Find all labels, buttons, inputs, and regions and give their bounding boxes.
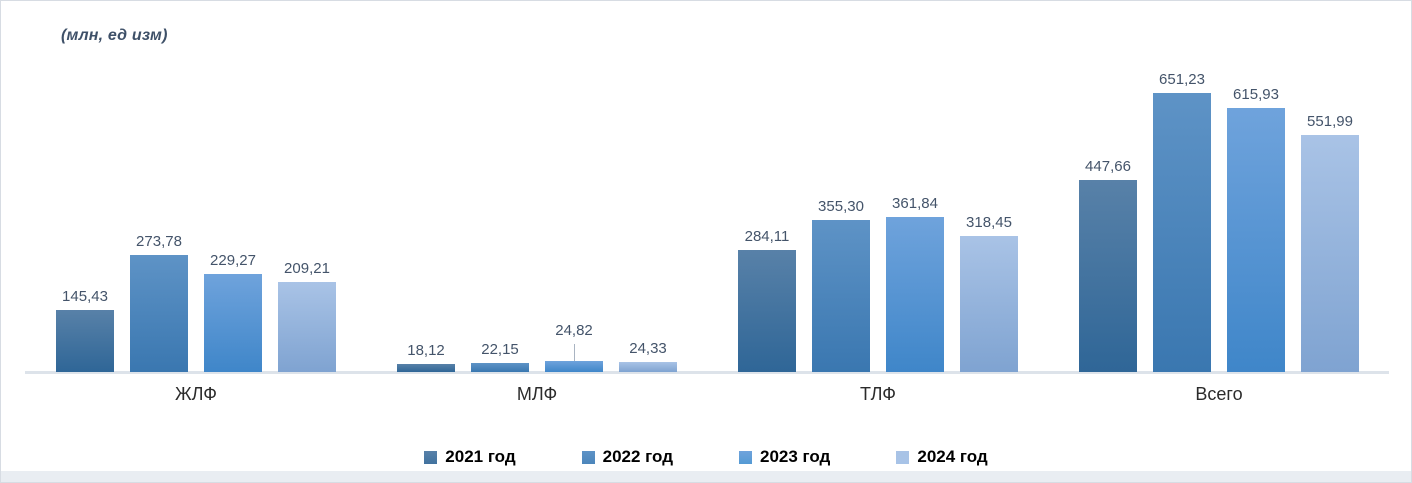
legend: 2021 год 2022 год 2023 год 2024 год	[1, 447, 1411, 467]
bar-Всего-2023: 615,93	[1227, 86, 1285, 372]
legend-swatch-icon	[581, 450, 595, 464]
data-label: 273,78	[136, 233, 182, 250]
bar-ЖЛФ-2023: 229,27	[204, 252, 262, 372]
data-label: 551,99	[1307, 113, 1353, 130]
data-label: 361,84	[892, 195, 938, 212]
legend-label: 2022 год	[602, 447, 673, 466]
bar-Всего-2021: 447,66	[1079, 158, 1137, 372]
bar-group-2: 18,12 22,15 24,82 24,33	[397, 1, 677, 372]
data-label: 209,21	[284, 260, 330, 277]
bar-group-1: 145,43 273,78 229,27 209,21	[56, 1, 336, 372]
bar-Всего-2024: 551,99	[1301, 113, 1359, 372]
category-label-Всего: Всего	[1195, 384, 1243, 404]
category-label-ТЛФ: ТЛФ	[860, 384, 896, 404]
data-label: 355,30	[818, 198, 864, 215]
bar-ЖЛФ-2021: 145,43	[56, 288, 114, 372]
category-label-ЖЛФ: ЖЛФ	[175, 384, 217, 404]
legend-swatch-icon	[896, 450, 910, 464]
data-label: 651,23	[1159, 71, 1205, 88]
x-axis-line	[25, 371, 1389, 374]
legend-label: 2021 год	[445, 447, 516, 466]
legend-item-2022: 2022 год	[581, 447, 673, 467]
legend-swatch-icon	[739, 450, 752, 464]
bar-ТЛФ-2022: 355,30	[812, 198, 870, 372]
legend-item-2021: 2021 год	[424, 447, 516, 467]
bottom-strip	[1, 471, 1411, 482]
bar-group-3: 284,11 355,30 361,84 318,45	[738, 1, 1018, 372]
legend-item-2023: 2023 год	[739, 447, 830, 467]
chart-title: (млн, ед изм)	[61, 27, 168, 44]
plot-area: 145,43 273,78 229,27 209,21 18,12 22,15 24,82 2…	[1, 1, 1411, 374]
legend-item-2024: 2024 год	[896, 447, 988, 467]
bar-ТЛФ-2023: 361,84	[886, 195, 944, 372]
data-label: 318,45	[966, 214, 1012, 231]
legend-swatch-icon	[424, 450, 438, 464]
bar-ТЛФ-2021: 284,11	[738, 228, 796, 372]
bar-МЛФ-2022: 22,15	[471, 341, 529, 372]
bar-group-4: 447,66 651,23 615,93 551,99	[1079, 1, 1359, 372]
legend-label: 2024 год	[917, 447, 988, 466]
bar-Всего-2022: 651,23	[1153, 71, 1211, 372]
bar-ЖЛФ-2022: 273,78	[130, 233, 188, 372]
bar-МЛФ-2023: 24,82	[545, 322, 603, 372]
bar-ЖЛФ-2024: 209,21	[278, 260, 336, 372]
data-label: 22,15	[481, 341, 519, 358]
data-label: 615,93	[1233, 86, 1279, 103]
data-label: 145,43	[62, 288, 108, 305]
bar-ТЛФ-2024: 318,45	[960, 214, 1018, 372]
data-label: 284,11	[744, 228, 790, 245]
bar-МЛФ-2024: 24,33	[619, 340, 677, 372]
category-label-МЛФ: МЛФ	[516, 384, 558, 404]
data-label: 24,82	[555, 322, 593, 339]
label-leader-line	[574, 344, 575, 361]
bar-МЛФ-2021: 18,12	[397, 342, 455, 372]
data-label: 18,12	[407, 342, 445, 359]
legend-label: 2023 год	[760, 447, 831, 466]
data-label: 229,27	[210, 252, 256, 269]
data-label: 447,66	[1085, 158, 1131, 175]
data-label: 24,33	[629, 340, 667, 357]
